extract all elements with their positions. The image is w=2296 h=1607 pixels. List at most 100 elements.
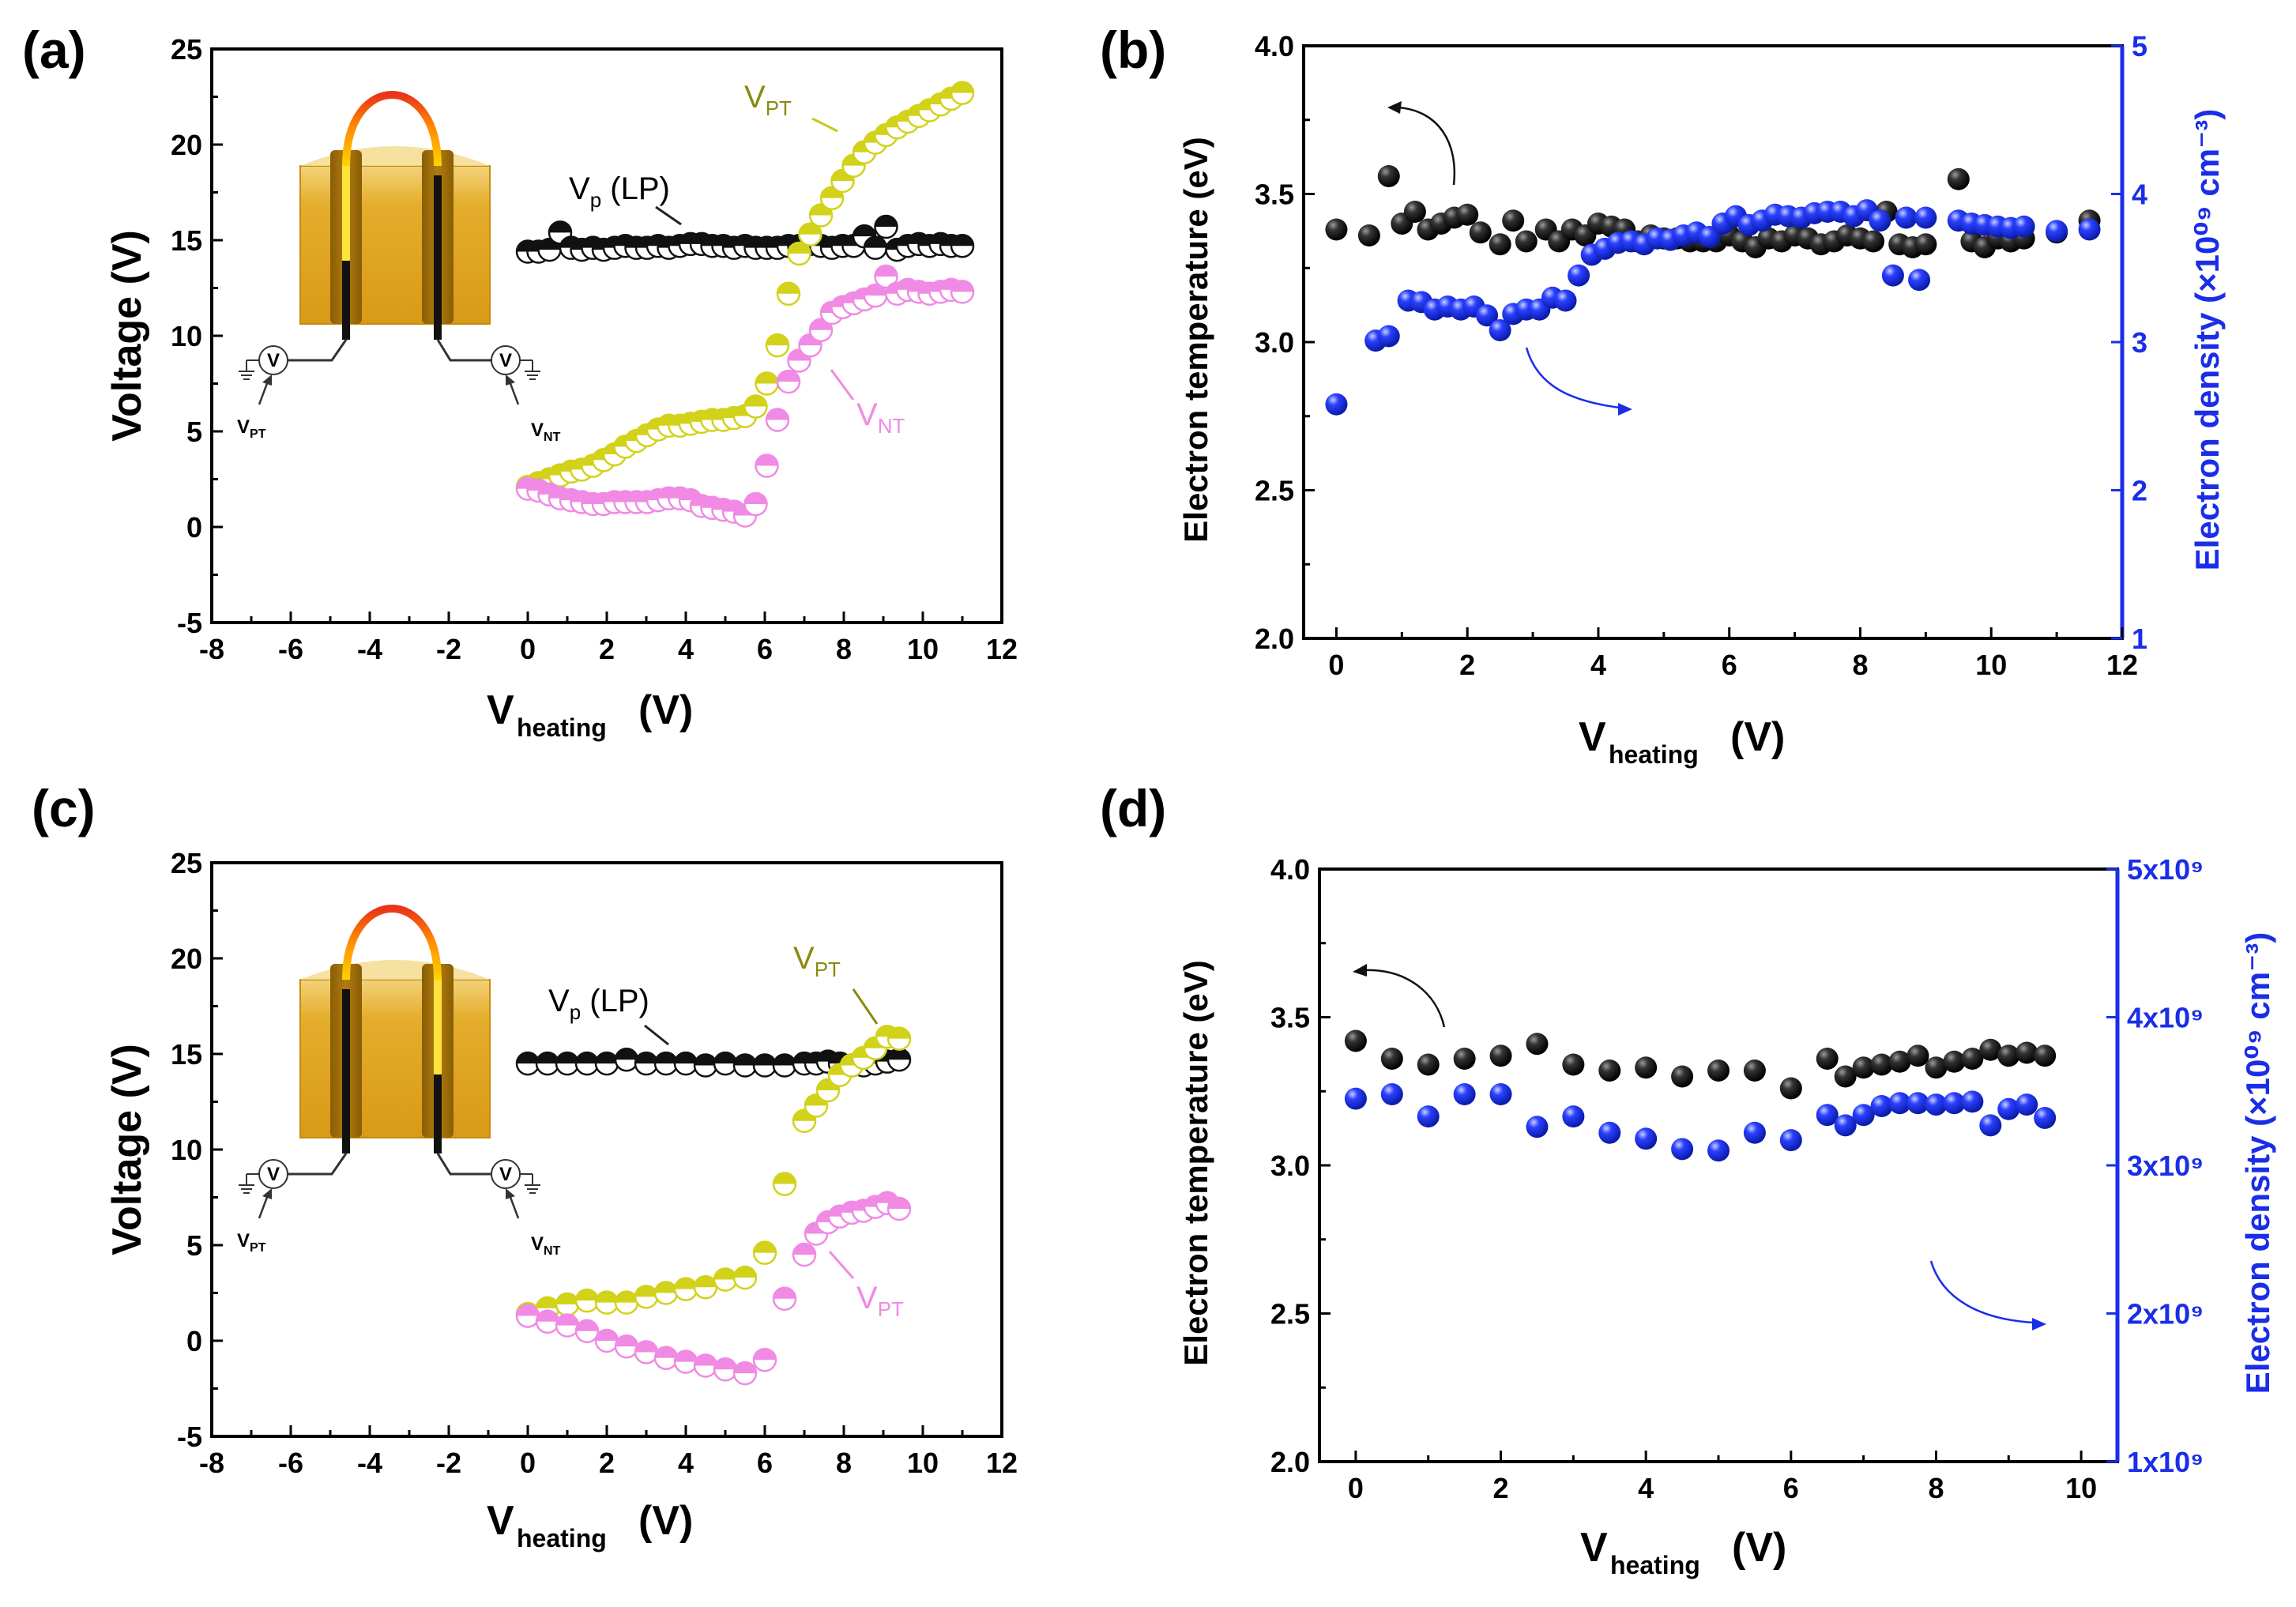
- panel-label-a: (a): [22, 21, 86, 79]
- annotation-vpt-c: VPT: [793, 941, 879, 1025]
- data-point: [1635, 1056, 1658, 1079]
- y-tick-label: 2.0: [1270, 1446, 1310, 1478]
- x-tick-label: 6: [757, 1447, 773, 1479]
- data-point: [673, 1349, 698, 1374]
- data-point: [1554, 289, 1577, 312]
- annotation-vp-lp-a: Vp (LP): [569, 171, 682, 226]
- data-point: [1476, 304, 1499, 327]
- chart-c-xlabel-unit: (V): [638, 1498, 693, 1544]
- data-point: [1743, 1121, 1766, 1144]
- arrow-left-head: [262, 1188, 272, 1199]
- x-tick-label: -8: [199, 1447, 224, 1479]
- data-point: [772, 1286, 797, 1312]
- data-point: [1979, 1114, 2002, 1137]
- series-pink: [515, 264, 975, 528]
- y-right-tick-label: 3: [2132, 326, 2147, 359]
- data-point: [614, 1334, 639, 1359]
- chart-b-xlabel: V heating (V): [1579, 714, 1785, 769]
- y-tick-label: 4.0: [1270, 853, 1310, 886]
- data-point: [574, 1288, 600, 1313]
- ann-text: V: [856, 397, 878, 432]
- data-point: [2016, 1041, 2038, 1064]
- data-point: [1816, 1048, 1839, 1070]
- chart-d-xlabel: V heating (V): [1580, 1525, 1786, 1579]
- y-right-tick-label: 5x10⁹: [2127, 853, 2204, 886]
- chart-b-xlabel-main: V: [1579, 714, 1606, 760]
- x-tick-label: 8: [836, 1447, 852, 1479]
- chart-a-ticks: -8 -6 -4 -2 0 2 4 6 8 10 12 -5 0 5 10 15 20 25: [171, 33, 1018, 665]
- probe-block: [299, 165, 491, 325]
- y-right-tick-label: 1: [2132, 623, 2147, 655]
- panel-label-d: (d): [1100, 779, 1166, 837]
- data-point: [1707, 1139, 1730, 1162]
- chart-b-frame: [1302, 44, 2124, 640]
- data-point: [2012, 215, 2035, 238]
- data-point: [1562, 1105, 1585, 1128]
- data-point: [772, 1053, 797, 1078]
- data-point: [1562, 1053, 1585, 1076]
- data-point: [1888, 1050, 1911, 1073]
- inset-left-label: VPT: [237, 1230, 266, 1255]
- data-point: [1870, 1053, 1893, 1076]
- y-tick-label: 0: [186, 511, 202, 544]
- x-tick-label: 2: [599, 633, 615, 665]
- voltmeter-left-label: V: [267, 1164, 280, 1185]
- voltmeter-left-label: V: [267, 350, 280, 371]
- data-point: [752, 1240, 777, 1265]
- ann-text: V: [548, 984, 570, 1018]
- data-point: [594, 1051, 619, 1076]
- data-point: [755, 453, 779, 478]
- chart-c-ticks: -8 -6 -4 -2 0 2 4 6 8 10 12 -5 0 5 10 15 20 25: [171, 847, 1018, 1479]
- chart-a-xlabel: V heating (V): [487, 687, 693, 742]
- probe-wire-right-hot: [434, 980, 442, 1074]
- data-point: [1453, 1083, 1476, 1105]
- data-point: [693, 1353, 718, 1378]
- chart-d-marks: [1344, 1029, 2057, 1162]
- chart-b-ylabel: Electron temperature (eV): [1177, 137, 1214, 542]
- annotation-vp-lp-c: Vp (LP): [548, 984, 669, 1046]
- data-point: [653, 1051, 679, 1076]
- data-point: [1671, 1065, 1694, 1088]
- data-point: [1943, 1050, 1966, 1073]
- probe-arc: [342, 905, 442, 980]
- x-tick-label: -4: [357, 1447, 382, 1479]
- chart-a-marks: [515, 81, 975, 528]
- chart-b-marks: [1325, 165, 2101, 416]
- data-point: [1869, 209, 1891, 232]
- data-point: [1881, 264, 1904, 287]
- data-point: [1908, 269, 1931, 292]
- chart-d-ylabel-right: Electron density (×10⁰⁹ cm⁻³): [2239, 932, 2276, 1394]
- inset-right-label: VNT: [531, 1233, 561, 1258]
- data-point: [634, 1340, 659, 1364]
- data-point: [673, 1277, 698, 1301]
- data-point: [574, 1319, 600, 1344]
- data-point: [765, 333, 790, 358]
- data-point: [1377, 325, 1400, 348]
- x-tick-label: 10: [907, 633, 939, 665]
- data-point: [787, 241, 811, 266]
- series-blue: [1344, 1083, 2057, 1162]
- data-point: [1568, 264, 1590, 287]
- data-point: [1779, 1129, 1802, 1152]
- y-tick-label: -5: [177, 1421, 202, 1453]
- data-point: [1914, 206, 1937, 229]
- data-point: [1453, 1048, 1476, 1070]
- data-point: [2046, 220, 2068, 243]
- probe-wire-right: [434, 175, 442, 340]
- data-point: [1344, 1087, 1367, 1110]
- chart-a-ylabel: Voltage (V): [104, 230, 150, 442]
- probe-inset-c: V V VPT VNT: [237, 905, 561, 1258]
- data-point: [1925, 1056, 1948, 1079]
- data-point: [1380, 1083, 1403, 1105]
- data-point: [653, 1281, 679, 1305]
- y-tick-label: 5: [186, 416, 202, 448]
- data-point: [2034, 1044, 2057, 1067]
- data-point: [594, 1328, 619, 1353]
- data-point: [743, 394, 768, 419]
- chart-d-ticks: 0 2 4 6 8 10 2.0 2.5 3.0 3.5 4.0 1x10⁹ 2x10⁹ 3x10⁹ 4x1…: [1270, 853, 2204, 1504]
- inset-left-label: VPT: [237, 416, 266, 441]
- data-point: [1961, 1090, 1984, 1113]
- data-point: [743, 491, 768, 517]
- data-point: [1598, 1121, 1621, 1144]
- data-point: [535, 1051, 560, 1076]
